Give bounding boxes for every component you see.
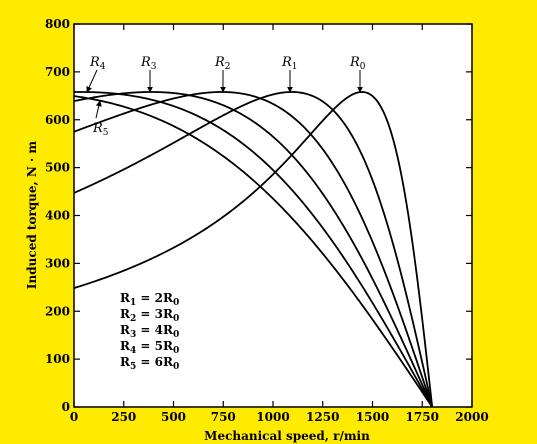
- y-tick-label: 300: [45, 256, 70, 270]
- x-tick-label: 0: [70, 410, 78, 424]
- y-tick-label: 500: [45, 161, 70, 175]
- curve-label-r1: R1: [281, 55, 298, 72]
- x-tick-label: 1750: [406, 410, 439, 424]
- x-tick-label: 2000: [455, 410, 488, 424]
- plot-area: [74, 24, 472, 407]
- legend-line: R3 = 4R0: [120, 323, 179, 340]
- y-tick-label: 0: [62, 400, 70, 414]
- y-axis-ticks: 0 100 200 300 400 500 600 700 800: [45, 17, 472, 414]
- x-tick-label: 750: [211, 410, 236, 424]
- x-axis-label: Mechanical speed, r/min: [204, 429, 370, 443]
- legend-line: R2 = 3R0: [120, 307, 179, 324]
- curve-label-r2: R2: [214, 55, 231, 72]
- curve-r4: [73, 91, 433, 408]
- x-tick-label: 1000: [256, 410, 289, 424]
- legend-line: R1 = 2R0: [120, 291, 179, 308]
- y-tick-label: 100: [45, 352, 70, 366]
- curves-group: [73, 91, 434, 408]
- curve-r3: [73, 91, 434, 408]
- label-arrow-r5: [95, 100, 102, 119]
- x-tick-label: 500: [161, 410, 186, 424]
- y-tick-label: 400: [45, 209, 70, 223]
- x-tick-label: 250: [111, 410, 136, 424]
- curve-label-r0: R0: [349, 55, 366, 72]
- y-tick-label: 800: [45, 17, 70, 31]
- x-tick-label: 1500: [356, 410, 389, 424]
- x-axis-ticks: 0 250 500 750 1000 1250 1500 1750 2000: [70, 24, 489, 424]
- y-tick-label: 700: [45, 65, 70, 79]
- y-tick-label: 600: [45, 113, 70, 127]
- y-axis-label: Induced torque, N · m: [25, 141, 39, 289]
- curve-labels: R0 R1 R2 R3 R4 R5: [86, 55, 366, 138]
- legend-line: R4 = 5R0: [120, 339, 179, 356]
- curve-r0: [73, 91, 434, 408]
- curve-r1: [73, 91, 434, 408]
- legend-line: R5 = 6R0: [120, 355, 179, 372]
- curve-r5: [73, 95, 433, 408]
- curve-label-r5: R5: [92, 121, 109, 138]
- curve-label-r3: R3: [140, 55, 157, 72]
- curve-label-r4: R4: [89, 55, 106, 72]
- x-tick-label: 1250: [306, 410, 339, 424]
- label-arrow-r4: [86, 69, 98, 93]
- y-tick-label: 200: [45, 304, 70, 318]
